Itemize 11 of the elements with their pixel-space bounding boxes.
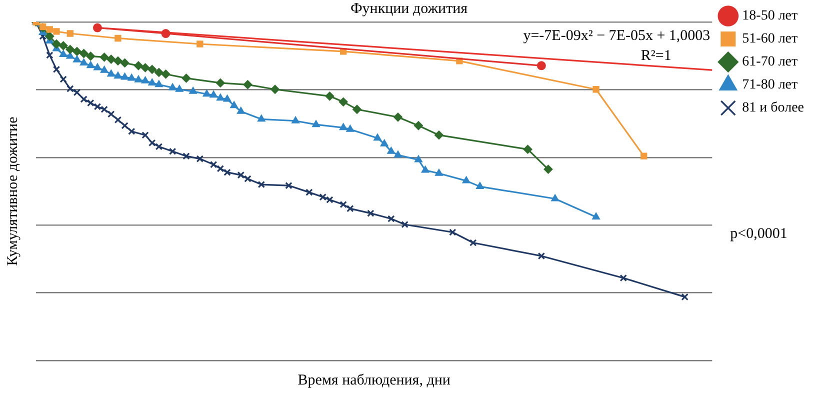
x-axis-title: Время наблюдения, дни [298,372,450,389]
legend-label: 51-60 лет [742,32,798,47]
legend-label: 18-50 лет [742,8,798,24]
legend-label: 61-70 лет [742,54,798,70]
annotation: R²=1 [640,48,672,64]
y-axis-title: Кумулятивное дожитие [4,116,21,266]
legend-label: 81 и более [742,100,804,116]
text: p<0,0001 [730,226,788,242]
legend-label: 71-80 лет [742,78,798,93]
chart-title: Функции дожития [350,0,468,17]
annotation: y=-7E-09x² − 7E-05x + 1,0003 [523,28,710,44]
